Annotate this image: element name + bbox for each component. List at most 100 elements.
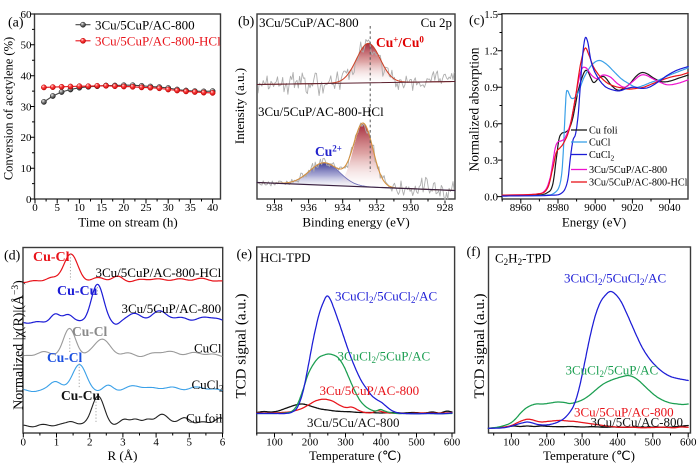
svg-text:10: 10 [21, 163, 33, 175]
svg-text:3Cu/5Cu/AC-800: 3Cu/5Cu/AC-800 [591, 415, 683, 430]
svg-text:0.9: 0.9 [484, 82, 498, 94]
svg-text:Normalized |χ(R)|(Å−3​): Normalized |χ(R)|(Å−3​) [11, 280, 27, 410]
svg-text:0: 0 [21, 437, 27, 449]
svg-text:Intensity (a.u.): Intensity (a.u.) [232, 68, 247, 144]
svg-text:TCD signal (a.u.): TCD signal (a.u.) [234, 294, 250, 399]
svg-text:8960: 8960 [510, 202, 533, 214]
svg-text:Cu+​/Cu0​: Cu+​/Cu0​ [376, 35, 424, 51]
svg-text:3Cu/5CuP/AC-800-HCl: 3Cu/5CuP/AC-800-HCl [589, 178, 688, 189]
svg-text:(f): (f) [467, 245, 481, 260]
svg-text:Cu 2p: Cu 2p [421, 15, 452, 30]
svg-text:10: 10 [74, 202, 86, 214]
svg-text:9020: 9020 [621, 202, 644, 214]
svg-text:3Cu/5CuP/AC-800-HCl: 3Cu/5CuP/AC-800-HCl [96, 265, 222, 280]
svg-text:5: 5 [187, 437, 193, 449]
svg-text:Temperature (℃): Temperature (℃) [309, 448, 401, 463]
svg-text:(d): (d) [4, 249, 21, 264]
svg-text:928: 928 [437, 202, 454, 214]
svg-text:8980: 8980 [547, 202, 570, 214]
svg-text:3Cu/5CuP/AC-800: 3Cu/5CuP/AC-800 [95, 18, 195, 33]
svg-text:9040: 9040 [659, 202, 682, 214]
svg-text:400: 400 [373, 437, 390, 449]
svg-text:1.5: 1.5 [484, 9, 498, 21]
svg-text:R (Å): R (Å) [108, 448, 138, 463]
svg-text:3CuCl2​/5CuP/AC: 3CuCl2​/5CuP/AC [338, 349, 431, 366]
svg-text:(a): (a) [8, 16, 24, 31]
svg-text:Cu-Cl: Cu-Cl [72, 324, 108, 339]
svg-text:500: 500 [645, 437, 662, 449]
svg-text:Binding energy (eV): Binding energy (eV) [302, 215, 409, 230]
svg-text:3CuCl2​/5CuCl2​/AC: 3CuCl2​/5CuCl2​/AC [564, 271, 666, 288]
svg-text:(e): (e) [237, 248, 253, 263]
svg-text:20: 20 [118, 202, 130, 214]
svg-text:2: 2 [87, 437, 93, 449]
svg-text:Cu foli: Cu foli [589, 126, 618, 137]
svg-text:100: 100 [266, 437, 283, 449]
svg-text:Cu-Cl: Cu-Cl [47, 350, 83, 365]
svg-text:1: 1 [54, 437, 60, 449]
svg-text:Cu-Cu: Cu-Cu [61, 388, 101, 403]
svg-text:Cu-Cl: Cu-Cl [33, 250, 70, 265]
svg-text:500: 500 [408, 437, 425, 449]
svg-text:1.2: 1.2 [484, 46, 498, 58]
svg-text:60: 60 [21, 9, 33, 21]
svg-text:9000: 9000 [584, 202, 607, 214]
svg-text:3CuCl2​/5CuP/AC: 3CuCl2​/5CuP/AC [566, 363, 659, 380]
svg-text:20: 20 [21, 132, 33, 144]
svg-text:3Cu/5CuP/AC-800: 3Cu/5CuP/AC-800 [122, 301, 222, 316]
svg-text:(b): (b) [238, 15, 255, 30]
svg-text:40: 40 [207, 202, 219, 214]
svg-text:934: 934 [334, 202, 351, 214]
svg-text:930: 930 [403, 202, 420, 214]
svg-text:0: 0 [32, 202, 38, 214]
svg-text:30: 30 [21, 101, 33, 113]
svg-text:5: 5 [54, 202, 60, 214]
svg-text:0.0: 0.0 [484, 191, 498, 203]
svg-text:3Cu/5CuP/AC-800: 3Cu/5CuP/AC-800 [320, 383, 420, 398]
svg-text:400: 400 [609, 437, 626, 449]
svg-text:50: 50 [21, 40, 33, 52]
svg-text:15: 15 [96, 202, 108, 214]
svg-text:3Cu/5CuP/AC-800: 3Cu/5CuP/AC-800 [259, 15, 359, 30]
svg-text:936: 936 [300, 202, 317, 214]
svg-text:600: 600 [444, 437, 461, 449]
svg-text:Cu-Cu: Cu-Cu [57, 284, 98, 299]
svg-text:300: 300 [574, 437, 591, 449]
svg-text:0.3: 0.3 [484, 155, 498, 167]
svg-text:35: 35 [185, 202, 197, 214]
svg-text:(c): (c) [469, 14, 485, 29]
svg-text:CuCl: CuCl [589, 138, 611, 149]
svg-text:25: 25 [141, 202, 153, 214]
svg-text:600: 600 [680, 437, 697, 449]
svg-text:0: 0 [26, 194, 32, 206]
svg-text:Conversion of acetylene (%): Conversion of acetylene (%) [2, 37, 16, 180]
svg-text:CuCl2​: CuCl2​ [192, 377, 224, 394]
svg-text:CuCl: CuCl [194, 341, 222, 356]
svg-text:4: 4 [153, 437, 159, 449]
svg-text:40: 40 [21, 71, 33, 83]
svg-text:HCl-TPD: HCl-TPD [260, 250, 311, 265]
svg-text:3CuCl2​/5CuCl2​/AC: 3CuCl2​/5CuCl2​/AC [335, 289, 437, 306]
svg-text:932: 932 [369, 202, 386, 214]
svg-text:200: 200 [302, 437, 319, 449]
svg-text:Energy (eV): Energy (eV) [562, 215, 626, 230]
svg-text:300: 300 [337, 437, 354, 449]
svg-text:200: 200 [539, 437, 556, 449]
svg-text:100: 100 [503, 437, 520, 449]
svg-text:3: 3 [120, 437, 126, 449]
svg-text:30: 30 [163, 202, 175, 214]
svg-text:Time on stream (h): Time on stream (h) [78, 215, 178, 230]
svg-text:Normalized absorption: Normalized absorption [467, 47, 482, 171]
svg-text:Temperature (℃): Temperature (℃) [543, 448, 635, 463]
svg-text:TCD signal (a.u.): TCD signal (a.u.) [472, 294, 488, 399]
svg-text:3Cu/5CuP/AC-800-HCl: 3Cu/5CuP/AC-800-HCl [95, 34, 221, 49]
svg-text:3Cu/5Cu/AC-800: 3Cu/5Cu/AC-800 [307, 415, 399, 430]
svg-text:3Cu/5CuP/AC-800: 3Cu/5CuP/AC-800 [574, 405, 674, 420]
svg-text:3Cu/5CuP/AC-800-HCl: 3Cu/5CuP/AC-800-HCl [258, 104, 384, 119]
svg-text:C2​H2​-TPD: C2​H2​-TPD [495, 251, 551, 268]
svg-text:3Cu/5CuP/AC-800: 3Cu/5CuP/AC-800 [589, 165, 667, 176]
svg-text:938: 938 [266, 202, 283, 214]
svg-text:6: 6 [220, 437, 226, 449]
svg-text:Cu foil: Cu foil [186, 411, 223, 426]
svg-text:0.6: 0.6 [484, 119, 498, 131]
